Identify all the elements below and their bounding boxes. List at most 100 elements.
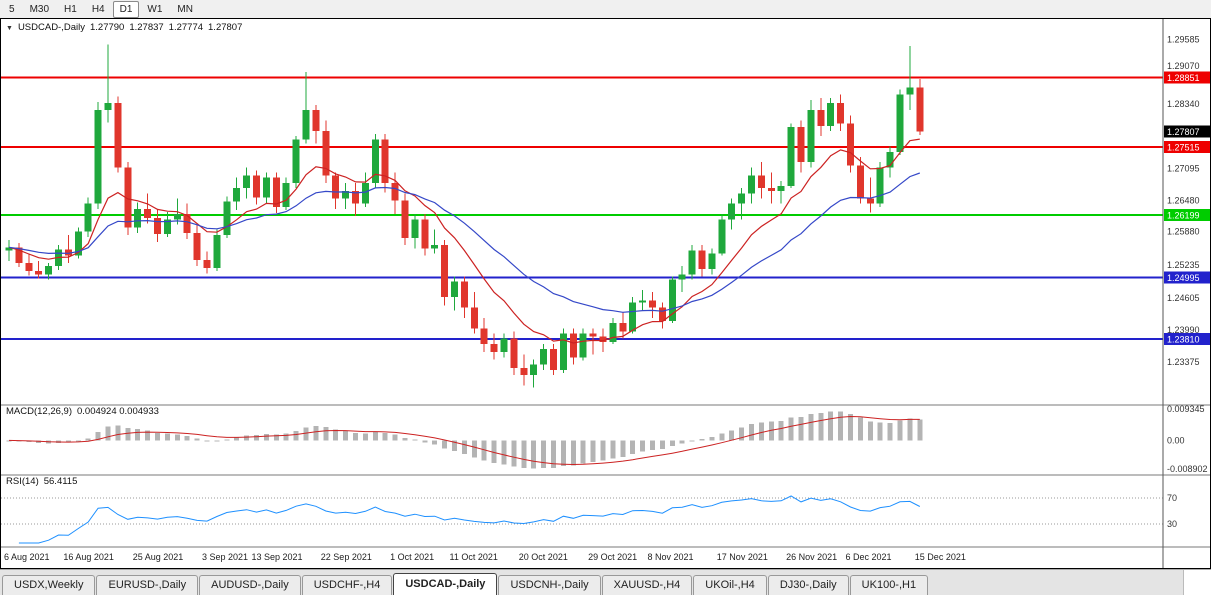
- price-badge-label: 1.27807: [1167, 127, 1200, 137]
- macd-histogram-bar: [531, 440, 537, 469]
- macd-histogram-bar: [848, 413, 853, 441]
- tab-usdcnh-daily[interactable]: USDCNH-,Daily: [498, 575, 601, 595]
- candle: [649, 300, 656, 308]
- macd-histogram-bar: [857, 417, 863, 441]
- candle: [411, 219, 419, 238]
- timeframe-button-5[interactable]: 5: [9, 3, 15, 15]
- candle: [421, 219, 429, 249]
- price-axis[interactable]: 1.29585 1.29070 1.28340 1.27095 1.26480 1.258…: [1164, 34, 1210, 474]
- price-axis-label: 1.27095: [1167, 164, 1200, 174]
- candle: [817, 110, 825, 126]
- macd-histogram-bar: [234, 437, 240, 441]
- price-badge: [1164, 125, 1210, 138]
- candle: [292, 139, 300, 183]
- macd-histogram-bar: [95, 431, 101, 441]
- tab-audusd-daily[interactable]: AUDUSD-,Daily: [199, 575, 301, 595]
- candle: [619, 323, 627, 332]
- tab-xauusd-h4[interactable]: XAUUSD-,H4: [601, 575, 693, 595]
- candle: [183, 214, 191, 233]
- macd-histogram-bar: [372, 431, 378, 441]
- price-axis-label: 1.28340: [1167, 99, 1200, 109]
- timeframe-button-h1[interactable]: H1: [64, 3, 77, 15]
- macd-histogram-bar: [392, 434, 398, 441]
- macd-histogram-bar: [798, 417, 804, 441]
- candle: [134, 208, 142, 228]
- candle: [15, 247, 23, 263]
- candle: [728, 203, 736, 220]
- candle: [342, 191, 350, 199]
- tab-usdcad-daily[interactable]: USDCAD-,Daily: [393, 573, 498, 595]
- candle: [856, 165, 864, 199]
- macd-histogram-bar: [194, 438, 200, 441]
- macd-signal-line: [8, 415, 920, 466]
- macd-histogram-bar: [689, 440, 695, 442]
- macd-histogram-bar: [273, 434, 279, 441]
- timeframe-button-mn[interactable]: MN: [177, 3, 193, 15]
- macd-histogram-bar: [828, 411, 834, 441]
- candle: [500, 338, 508, 353]
- timeframe-button-m30[interactable]: M30: [29, 3, 50, 15]
- price-badge-label: 1.24995: [1167, 273, 1200, 283]
- tab-uk100-h1[interactable]: UK100-,H1: [849, 575, 929, 595]
- candle: [708, 253, 716, 270]
- ma-fast-line: [8, 138, 920, 344]
- price-badge-label: 1.23810: [1167, 335, 1200, 345]
- tab-eurusd-daily[interactable]: EURUSD-,Daily: [96, 575, 199, 595]
- price-axis-label: 1.23375: [1167, 357, 1200, 367]
- macd-histogram-bar: [551, 440, 556, 469]
- candle: [886, 151, 894, 168]
- macd-histogram-bar: [224, 439, 230, 441]
- price-badge-label: 1.26199: [1167, 211, 1200, 221]
- chart-area: ▼ USDCAD-,Daily 1.27790 1.27837 1.27774 1.278…: [0, 18, 1211, 569]
- tab-usdx-weekly[interactable]: USDX,Weekly: [2, 575, 96, 595]
- candle: [243, 175, 251, 189]
- price-axis-label: 1.29585: [1167, 34, 1200, 44]
- timeframe-button-h4[interactable]: H4: [91, 3, 105, 15]
- candle: [757, 175, 765, 189]
- tab-ukoil-h4[interactable]: UKOil-,H4: [693, 575, 767, 595]
- macd-histogram-bar: [808, 414, 814, 441]
- candle: [718, 219, 726, 254]
- macd-histogram-bar: [442, 440, 448, 449]
- macd-histogram-bar: [65, 440, 71, 443]
- tab-usdchf-h4[interactable]: USDCHF-,H4: [301, 575, 393, 595]
- candle: [480, 328, 488, 344]
- macd-histogram-bar: [887, 422, 893, 441]
- macd-histogram-bar: [85, 438, 91, 441]
- timeframe-button-d1[interactable]: D1: [112, 0, 140, 18]
- candle: [520, 367, 528, 376]
- candle: [777, 186, 785, 192]
- time-axis[interactable]: 6 Aug 2021 16 Aug 2021 25 Aug 2021 3 Sep 20…: [4, 552, 966, 562]
- macd-histogram-bar: [115, 425, 121, 441]
- macd-histogram-bar: [362, 433, 368, 441]
- macd-histogram-bar: [422, 440, 428, 443]
- macd-histogram-bar: [897, 420, 903, 441]
- candle: [233, 188, 241, 202]
- rsi-pane: 70 30: [1, 493, 1177, 544]
- macd-histogram-bar: [709, 436, 715, 441]
- candle: [767, 188, 775, 192]
- time-axis-label: 8 Nov 2021: [648, 552, 694, 562]
- macd-histogram-bar: [353, 432, 358, 441]
- candlestick-chart[interactable]: 70301.295851.290701.283401.270951.264801…: [1, 19, 1210, 568]
- macd-histogram-bar: [382, 432, 388, 441]
- candle: [213, 234, 221, 269]
- macd-histogram-bar: [155, 432, 160, 441]
- macd-histogram-bar: [838, 411, 844, 441]
- time-axis-label: 16 Aug 2021: [63, 552, 114, 562]
- candle: [84, 203, 92, 232]
- macd-histogram-bar: [105, 426, 111, 441]
- candle: [569, 333, 577, 358]
- candle: [35, 271, 43, 275]
- tab-dj30-daily[interactable]: DJ30-,Daily: [767, 575, 849, 595]
- candle: [302, 110, 310, 140]
- candle: [104, 102, 112, 111]
- macd-histogram-bar: [293, 431, 299, 441]
- timeframe-button-w1[interactable]: W1: [147, 3, 163, 15]
- candle: [866, 198, 874, 204]
- candle: [124, 167, 132, 228]
- macd-histogram-bar: [521, 440, 527, 469]
- candle: [371, 139, 379, 183]
- price-badge: [1164, 71, 1210, 84]
- candle: [678, 274, 686, 280]
